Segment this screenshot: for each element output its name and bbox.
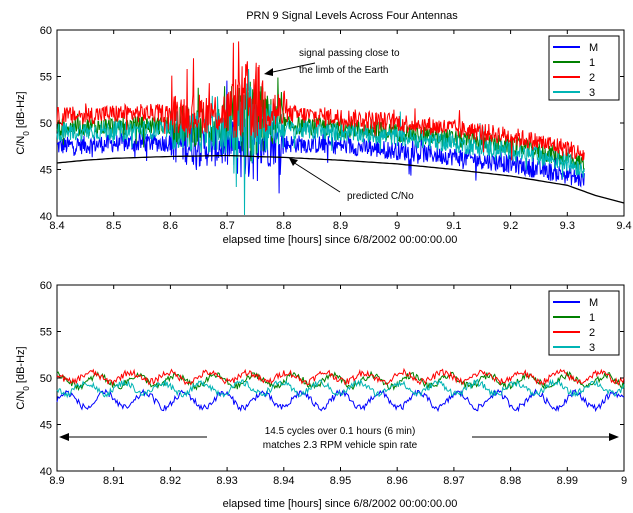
bottom-legend-label-1: 1 xyxy=(589,312,595,324)
x-tick-label: 8.5 xyxy=(106,220,121,232)
annotation-predicted: predicted C/No xyxy=(289,158,414,202)
annotation-spin: 14.5 cycles over 0.1 hours (6 min) match… xyxy=(59,426,619,451)
bottom-series-3 xyxy=(56,378,625,399)
x-tick-label: 8.7 xyxy=(219,220,234,232)
y-tick-label: 40 xyxy=(40,466,52,478)
y-tick-label: 45 xyxy=(40,420,52,432)
annotation-limb-arrowhead xyxy=(264,68,273,76)
y-tick-label: 55 xyxy=(40,72,52,84)
x-tick-label: 8.8 xyxy=(276,220,291,232)
x-tick-label: 8.9 xyxy=(49,475,64,487)
top-x-axis-label: elapsed time [hours] since 6/8/2002 00:0… xyxy=(223,234,458,246)
x-tick-label: 8.99 xyxy=(557,475,578,487)
bottom-axes: 8.9 8.91 8.92 8.93 8.94 8.95 8.96 8.97 8.98 8.99 9… xyxy=(40,280,627,487)
bottom-chart: 8.9 8.91 8.92 8.93 8.94 8.95 8.96 8.97 8.98 8.99 9… xyxy=(15,280,627,510)
bottom-legend-label-2: 2 xyxy=(589,327,595,339)
bottom-legend-box xyxy=(548,290,620,356)
top-legend-label-3: 3 xyxy=(589,87,595,99)
bottom-series-2 xyxy=(56,367,625,386)
x-tick-label: 8.92 xyxy=(160,475,181,487)
top-legend-label-1: 1 xyxy=(589,57,595,69)
top-legend-box xyxy=(548,35,620,101)
top-chart: PRN 9 Signal Levels Across Four Antennas… xyxy=(15,10,632,246)
top-series-2 xyxy=(56,41,585,161)
x-tick-label: 8.94 xyxy=(273,475,294,487)
bottom-legend-label-m: M xyxy=(589,297,598,309)
x-tick-label: 8.4 xyxy=(49,220,64,232)
top-series-layer xyxy=(56,41,625,216)
x-tick-label: 9.1 xyxy=(446,220,461,232)
annotation-limb-line-1: signal passing close to xyxy=(299,48,400,59)
annotation-spin-left-arrowhead xyxy=(59,433,69,441)
bottom-series-m xyxy=(56,388,625,413)
top-legend: M 1 2 3 xyxy=(548,35,620,101)
x-tick-label: 8.93 xyxy=(216,475,237,487)
annotation-limb-arrow-line xyxy=(267,62,316,74)
y-tick-label: 50 xyxy=(40,373,52,385)
y-tick-label: 50 xyxy=(40,118,52,130)
annotation-predicted-text: predicted C/No xyxy=(347,191,414,202)
bottom-legend: M 1 2 3 xyxy=(548,290,620,356)
annotation-limb-line-2: the limb of the Earth xyxy=(299,65,389,76)
y-tick-label: 55 xyxy=(40,327,52,339)
y-tick-label: 60 xyxy=(40,280,52,292)
top-axes: 8.4 8.5 8.6 8.7 8.8 8.9 9 9.1 9.2 9.3 9.4 40 45 50 55 6… xyxy=(40,25,632,232)
x-tick-label: 9.4 xyxy=(616,220,631,232)
top-chart-title: PRN 9 Signal Levels Across Four Antennas xyxy=(246,10,458,22)
x-tick-label: 9 xyxy=(621,475,627,487)
x-tick-label: 8.9 xyxy=(333,220,348,232)
annotation-predicted-arrow-line xyxy=(292,161,341,193)
top-y-label-rest: [dB-Hz] xyxy=(15,91,27,131)
annotation-spin-line-1: 14.5 cycles over 0.1 hours (6 min) xyxy=(265,426,416,437)
top-y-label-main: C/N xyxy=(15,136,27,155)
bottom-y-label-main: C/N xyxy=(15,391,27,410)
bottom-y-axis-label: C/N0 [dB-Hz] xyxy=(15,346,31,409)
x-tick-label: 8.98 xyxy=(500,475,521,487)
bottom-x-axis-label: elapsed time [hours] since 6/8/2002 00:0… xyxy=(223,498,458,510)
annotation-predicted-arrowhead xyxy=(289,158,298,166)
x-tick-label: 8.91 xyxy=(103,475,124,487)
top-legend-label-m: M xyxy=(589,42,598,54)
x-tick-label: 9.2 xyxy=(503,220,518,232)
annotation-spin-right-arrowhead xyxy=(609,433,619,441)
x-tick-label: 8.97 xyxy=(443,475,464,487)
bottom-y-label-rest: [dB-Hz] xyxy=(15,346,27,386)
x-tick-label: 9.3 xyxy=(560,220,575,232)
bottom-y-label-sub: 0 xyxy=(22,386,31,391)
annotation-limb: signal passing close to the limb of the … xyxy=(264,48,400,76)
y-tick-label: 40 xyxy=(40,211,52,223)
y-tick-label: 45 xyxy=(40,165,52,177)
x-tick-label: 9 xyxy=(394,220,400,232)
top-legend-label-2: 2 xyxy=(589,72,595,84)
top-y-axis-label: C/N0 [dB-Hz] xyxy=(15,91,31,154)
top-series-predicted-c-no xyxy=(56,154,625,204)
bottom-series-layer xyxy=(56,367,625,413)
bottom-legend-label-3: 3 xyxy=(589,342,595,354)
x-tick-label: 8.95 xyxy=(330,475,351,487)
y-tick-label: 60 xyxy=(40,25,52,37)
x-tick-label: 8.6 xyxy=(163,220,178,232)
top-y-label-sub: 0 xyxy=(22,131,31,136)
annotation-spin-line-2: matches 2.3 RPM vehicle spin rate xyxy=(263,440,418,451)
x-tick-label: 8.96 xyxy=(386,475,407,487)
top-series-3 xyxy=(56,68,585,216)
